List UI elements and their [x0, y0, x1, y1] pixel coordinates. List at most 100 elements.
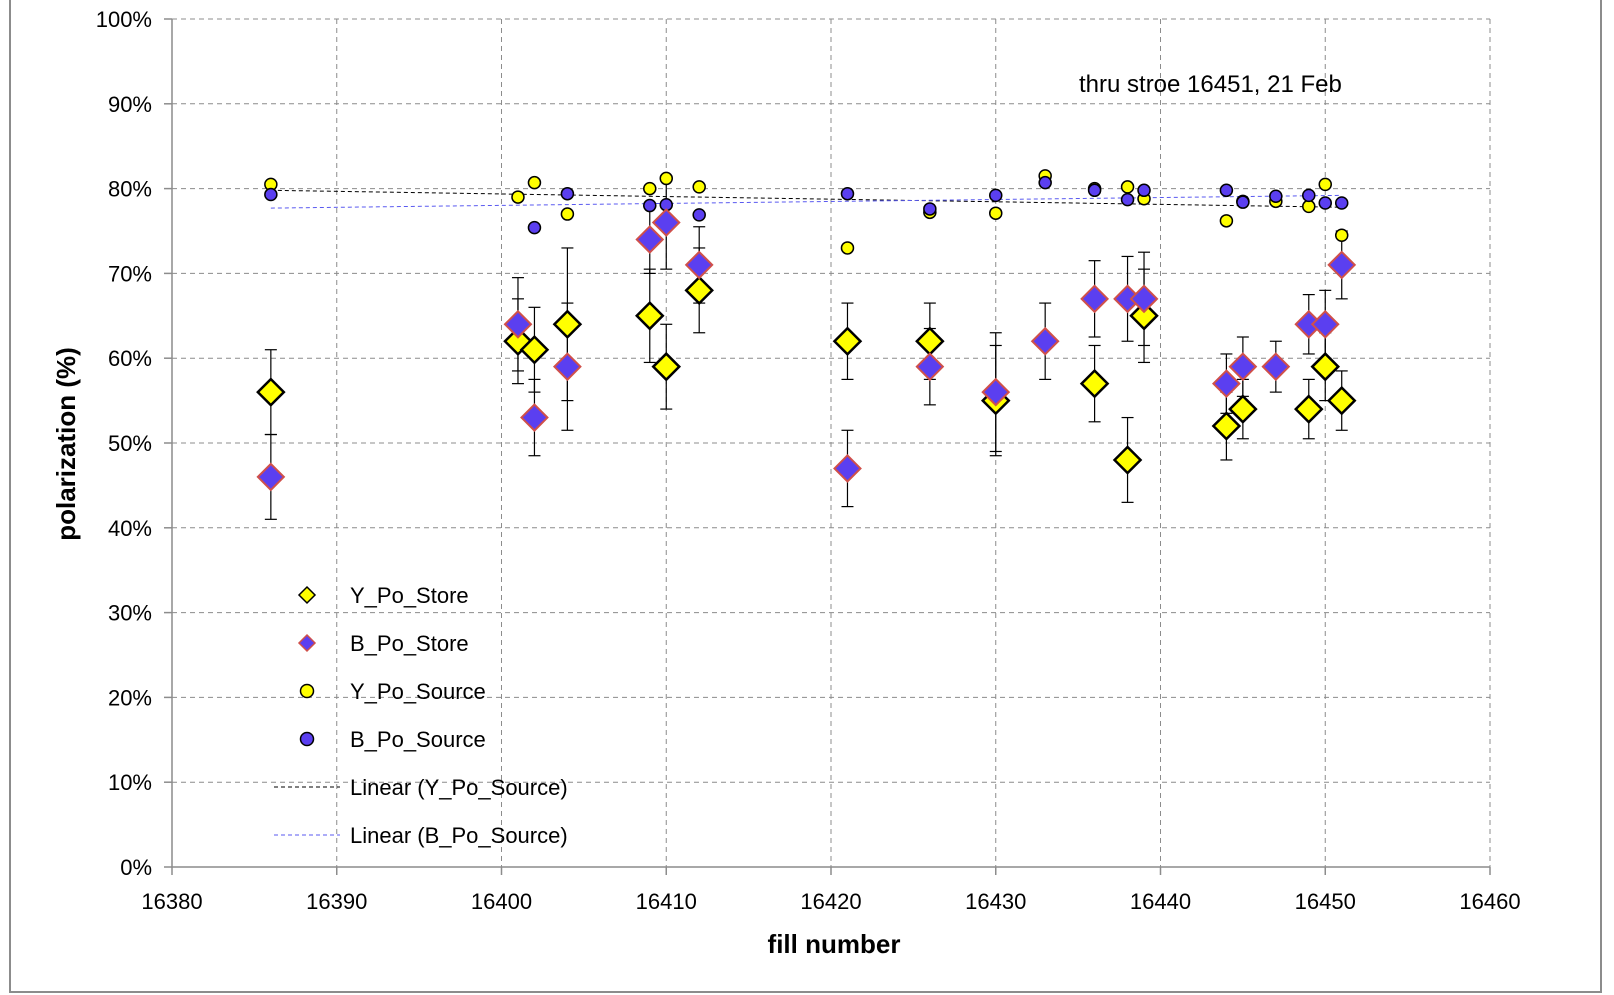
b-source-point [1038, 175, 1052, 190]
b-source-point [1269, 189, 1283, 203]
legend-entry: B_Po_Store [297, 631, 469, 656]
b-source-point [989, 188, 1003, 203]
y-store-point [552, 309, 583, 340]
b-store-point [833, 454, 862, 483]
legend-entry: B_Po_Source [299, 727, 486, 752]
b-store-point [503, 309, 533, 339]
y-tick-labels: 0% 10% 20% 30% 40% 50% 60% 70% 80% 90% 100% [96, 7, 152, 880]
y-tick-label: 90% [108, 92, 152, 117]
b-store-point [915, 352, 945, 382]
b-store-point [1211, 369, 1241, 399]
b-store-point [256, 462, 286, 492]
trendlines [270, 189, 1342, 209]
b-source-point [560, 186, 575, 201]
b-store-point [1030, 326, 1060, 356]
axes [164, 18, 1491, 875]
annotation-text: thru stroe 16451, 21 Feb [1079, 71, 1342, 98]
b-source-point [840, 186, 855, 201]
y-store-point [1310, 351, 1341, 382]
y-store-point [1326, 385, 1357, 416]
b-source-point [264, 187, 278, 202]
b-source-point [1318, 196, 1332, 210]
data-markers [256, 169, 1357, 492]
legend-swatch [299, 731, 315, 747]
legend-swatch [297, 585, 317, 605]
legend-entry: Linear (B_Po_Source) [274, 823, 568, 848]
b-source-point [1087, 183, 1102, 198]
b-source-point [923, 202, 937, 216]
b-source-point [692, 208, 706, 222]
b-store-point [1228, 352, 1258, 382]
y-source-point [643, 181, 657, 196]
y-store-point [1228, 394, 1258, 424]
legend-swatch [297, 633, 317, 653]
y-source-point [1318, 177, 1332, 192]
y-source-point [560, 207, 575, 221]
legend: Y_Po_Store B_Po_Store Y_Po_Source B_Po_Sour… [274, 583, 568, 848]
y-source-point [1219, 214, 1234, 228]
y-tick-label: 40% [108, 516, 152, 541]
legend-entry: Y_Po_Source [299, 679, 486, 704]
x-tick-label: 16390 [306, 889, 367, 914]
b-store-point [1310, 309, 1340, 339]
b-source-point [1219, 183, 1234, 198]
y-store-point [519, 334, 550, 365]
x-tick-label: 16380 [141, 889, 202, 914]
y-store-point [684, 275, 714, 306]
legend-label: Linear (B_Po_Source) [350, 823, 568, 848]
y-tick-label: 100% [96, 7, 152, 32]
y-tick-label: 0% [120, 855, 152, 880]
y-source-point [527, 175, 542, 190]
legend-label: Y_Po_Source [350, 679, 486, 704]
x-tick-label: 16460 [1459, 889, 1520, 914]
x-tick-label: 16400 [471, 889, 532, 914]
y-tick-label: 30% [108, 601, 152, 626]
b-store-point [981, 377, 1011, 407]
x-tick-label: 16430 [965, 889, 1026, 914]
b-source-point [1302, 188, 1316, 203]
b-source-point [527, 220, 542, 235]
y-store-point [651, 351, 682, 382]
x-axis-title: fill number [768, 929, 901, 959]
x-tick-labels: 16380 16390 16400 16410 16420 16430 16440 16450… [141, 889, 1520, 914]
legend-label: B_Po_Source [350, 727, 486, 752]
x-tick-label: 16450 [1295, 889, 1356, 914]
y-store-point [1079, 368, 1110, 399]
legend-entry: Linear (Y_Po_Source) [274, 775, 568, 800]
y-store-point [1294, 394, 1324, 424]
y-source-point [1334, 228, 1349, 242]
x-tick-label: 16410 [636, 889, 697, 914]
b-store-point [651, 208, 681, 237]
y-source-point [1120, 180, 1135, 194]
b-store-point [1261, 352, 1291, 382]
y-source-point [1302, 199, 1316, 214]
y-store-point [915, 326, 945, 357]
legend-swatch [299, 683, 315, 699]
y-source-point [840, 241, 855, 255]
y-axis-title: polarization (%) [51, 347, 81, 541]
error-bars [264, 175, 1348, 520]
y-store-point [832, 326, 863, 357]
y-tick-label: 10% [108, 770, 152, 795]
x-tick-label: 16420 [800, 889, 861, 914]
y-tick-label: 70% [108, 261, 152, 286]
legend-label: B_Po_Store [350, 631, 469, 656]
y-source-point [659, 171, 673, 186]
legend-label: Linear (Y_Po_Source) [350, 775, 568, 800]
y-store-point [256, 377, 286, 407]
x-tick-label: 16440 [1130, 889, 1191, 914]
y-tick-label: 60% [108, 346, 152, 371]
y-store-point [635, 301, 665, 331]
b-store-point [684, 250, 714, 280]
y-source-point [511, 190, 525, 204]
y-source-point [692, 180, 706, 194]
b-source-point [1120, 192, 1135, 207]
b-store-point [520, 403, 549, 432]
b-source-point [1236, 195, 1250, 209]
b-store-point [552, 352, 582, 382]
y-store-point [1129, 301, 1159, 331]
trendline-b-source [270, 194, 1342, 209]
chart-frame [9, 0, 1602, 993]
y-store-point [1112, 445, 1143, 475]
